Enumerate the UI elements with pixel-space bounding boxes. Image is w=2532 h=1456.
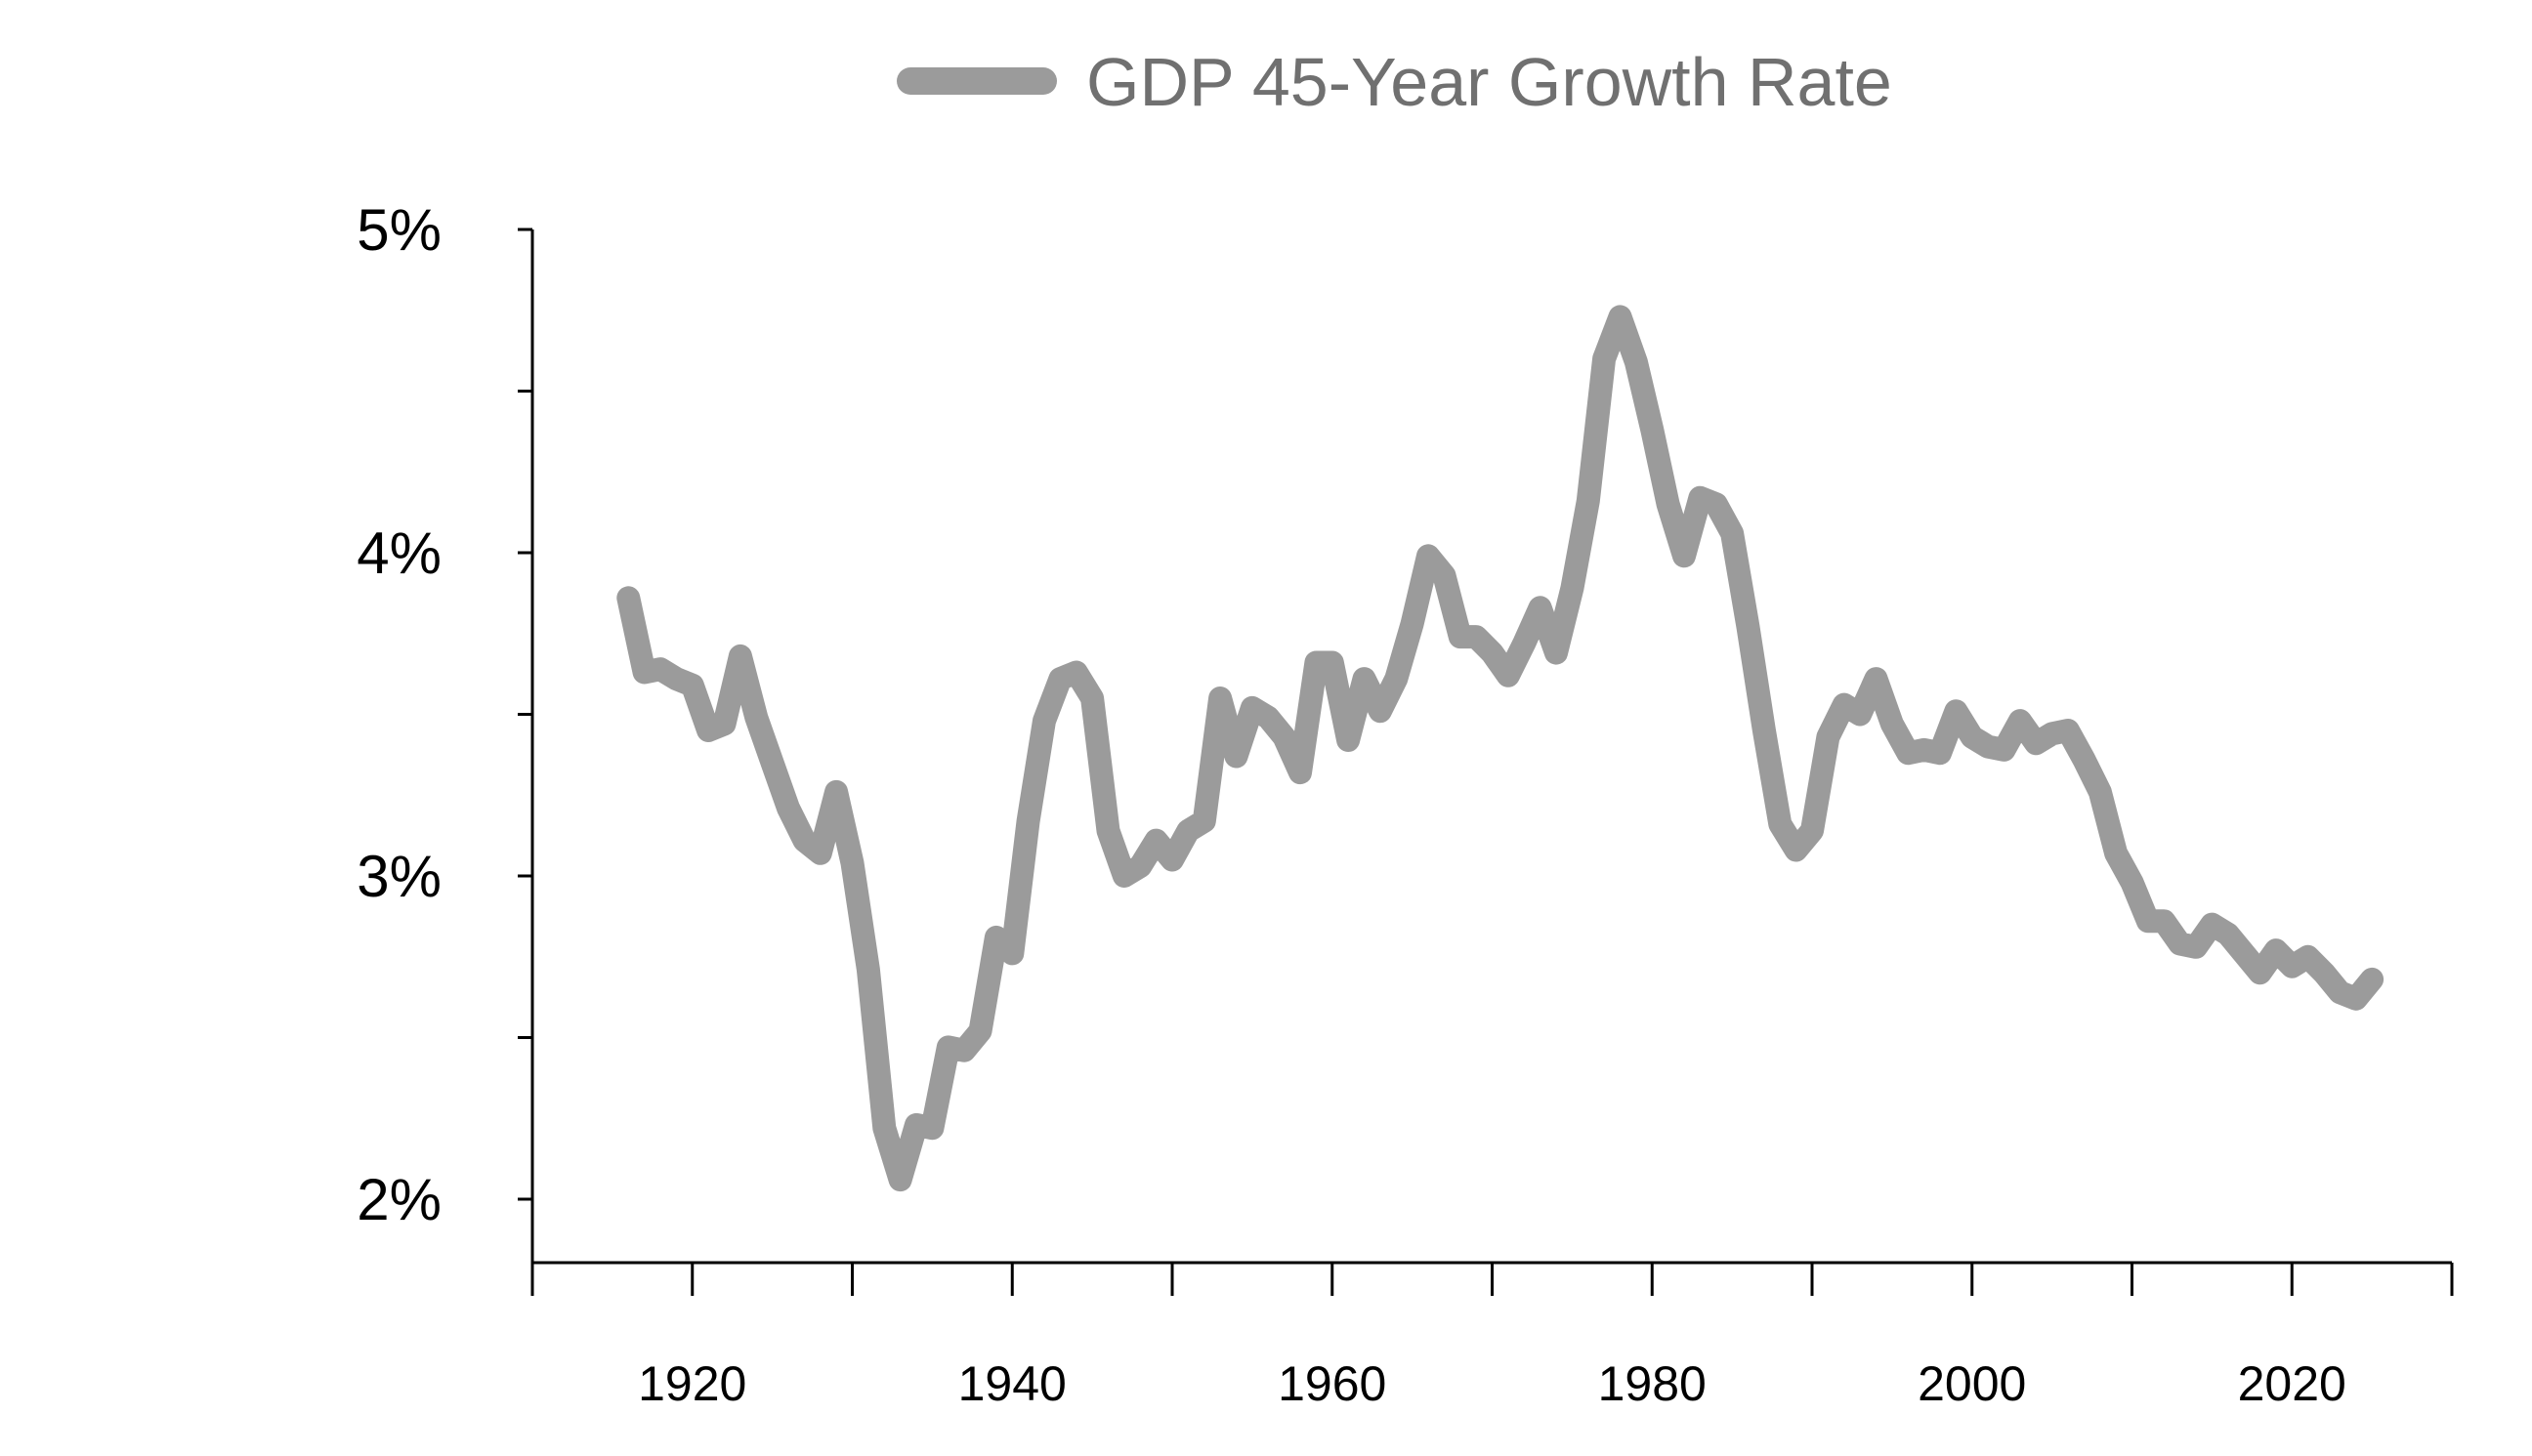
series-line-gdp-45-year-growth-rate [616, 305, 2384, 1192]
legend: GDP 45-Year Growth Rate [897, 44, 1892, 120]
x-tick-label: 1960 [1278, 1356, 1386, 1411]
y-axis: 2% 3% 4% 5% [357, 197, 534, 1266]
y-tick-label: 3% [357, 844, 442, 909]
plot-series [616, 305, 2384, 1192]
x-tick-label: 2000 [1918, 1356, 2026, 1411]
x-axis-ticks: 1920 1940 1960 1980 2000 2020 [530, 1263, 2454, 1411]
x-tick-label: 1920 [638, 1356, 746, 1411]
y-tick-label: 4% [357, 520, 442, 586]
x-axis: 1920 1940 1960 1980 2000 2020 [530, 1261, 2454, 1411]
y-tick-label: 5% [357, 197, 442, 263]
x-tick-label: 1980 [1598, 1356, 1707, 1411]
x-tick-label: 1940 [958, 1356, 1067, 1411]
x-tick-label: 2020 [2238, 1356, 2346, 1411]
y-tick-label: 2% [357, 1167, 442, 1232]
legend-label: GDP 45-Year Growth Rate [1086, 44, 1892, 120]
y-axis-ticks: 2% 3% 4% 5% [357, 197, 532, 1232]
